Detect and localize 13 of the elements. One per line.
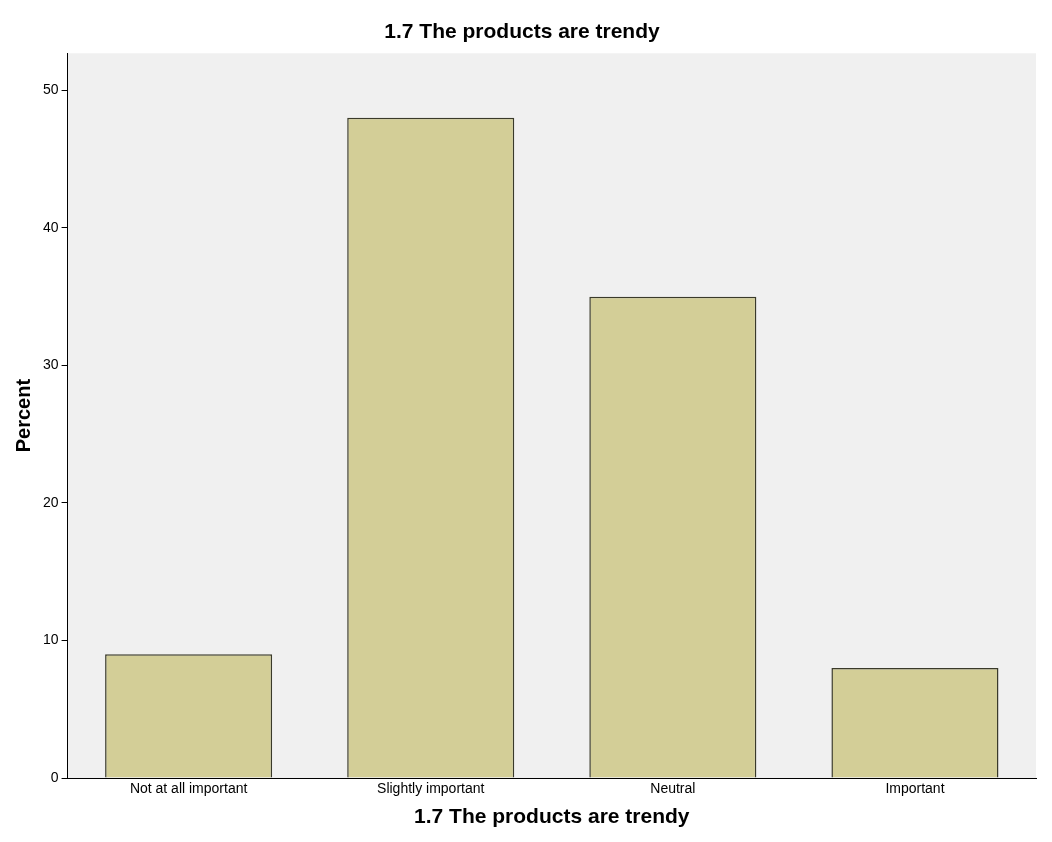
y-axis-title: Percent xyxy=(11,378,34,453)
x-tick-label: Important xyxy=(885,780,945,797)
x-tick-label: Neutral xyxy=(650,780,696,797)
y-tick-label: 30 xyxy=(42,356,59,373)
x-axis-title: 1.7 The products are trendy xyxy=(414,804,690,828)
x-tick-label: Not at all important xyxy=(129,780,248,797)
x-tick-label: Slightly important xyxy=(377,780,485,797)
y-tick-label: 0 xyxy=(50,768,59,785)
y-tick-label: 10 xyxy=(42,631,59,648)
y-tick-label: 40 xyxy=(42,218,59,235)
y-tick-label: 50 xyxy=(42,81,59,98)
chart-title: 1.7 The products are trendy xyxy=(384,19,661,43)
y-tick-label: 20 xyxy=(42,493,59,510)
